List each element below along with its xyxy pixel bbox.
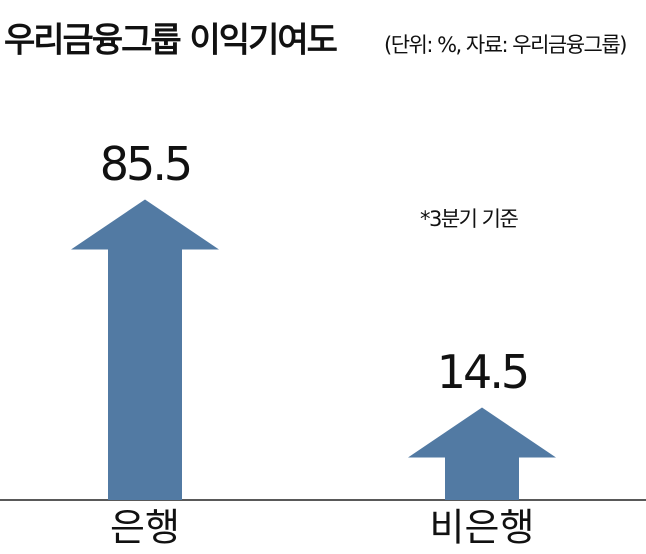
x-tick-label: 비은행 [430,506,535,550]
arrow-bar [408,407,556,500]
chart-subtitle: (단위: %, 자료: 우리금융그룹) [384,33,626,57]
value-label: 85.5 [100,137,190,191]
x-tick-label: 은행 [110,506,180,550]
annotation: *3분기 기준 [420,207,518,231]
value-label: 14.5 [437,345,527,399]
chart-title: 우리금융그룹 이익기여도 [4,21,338,61]
arrow-bar [71,199,219,501]
